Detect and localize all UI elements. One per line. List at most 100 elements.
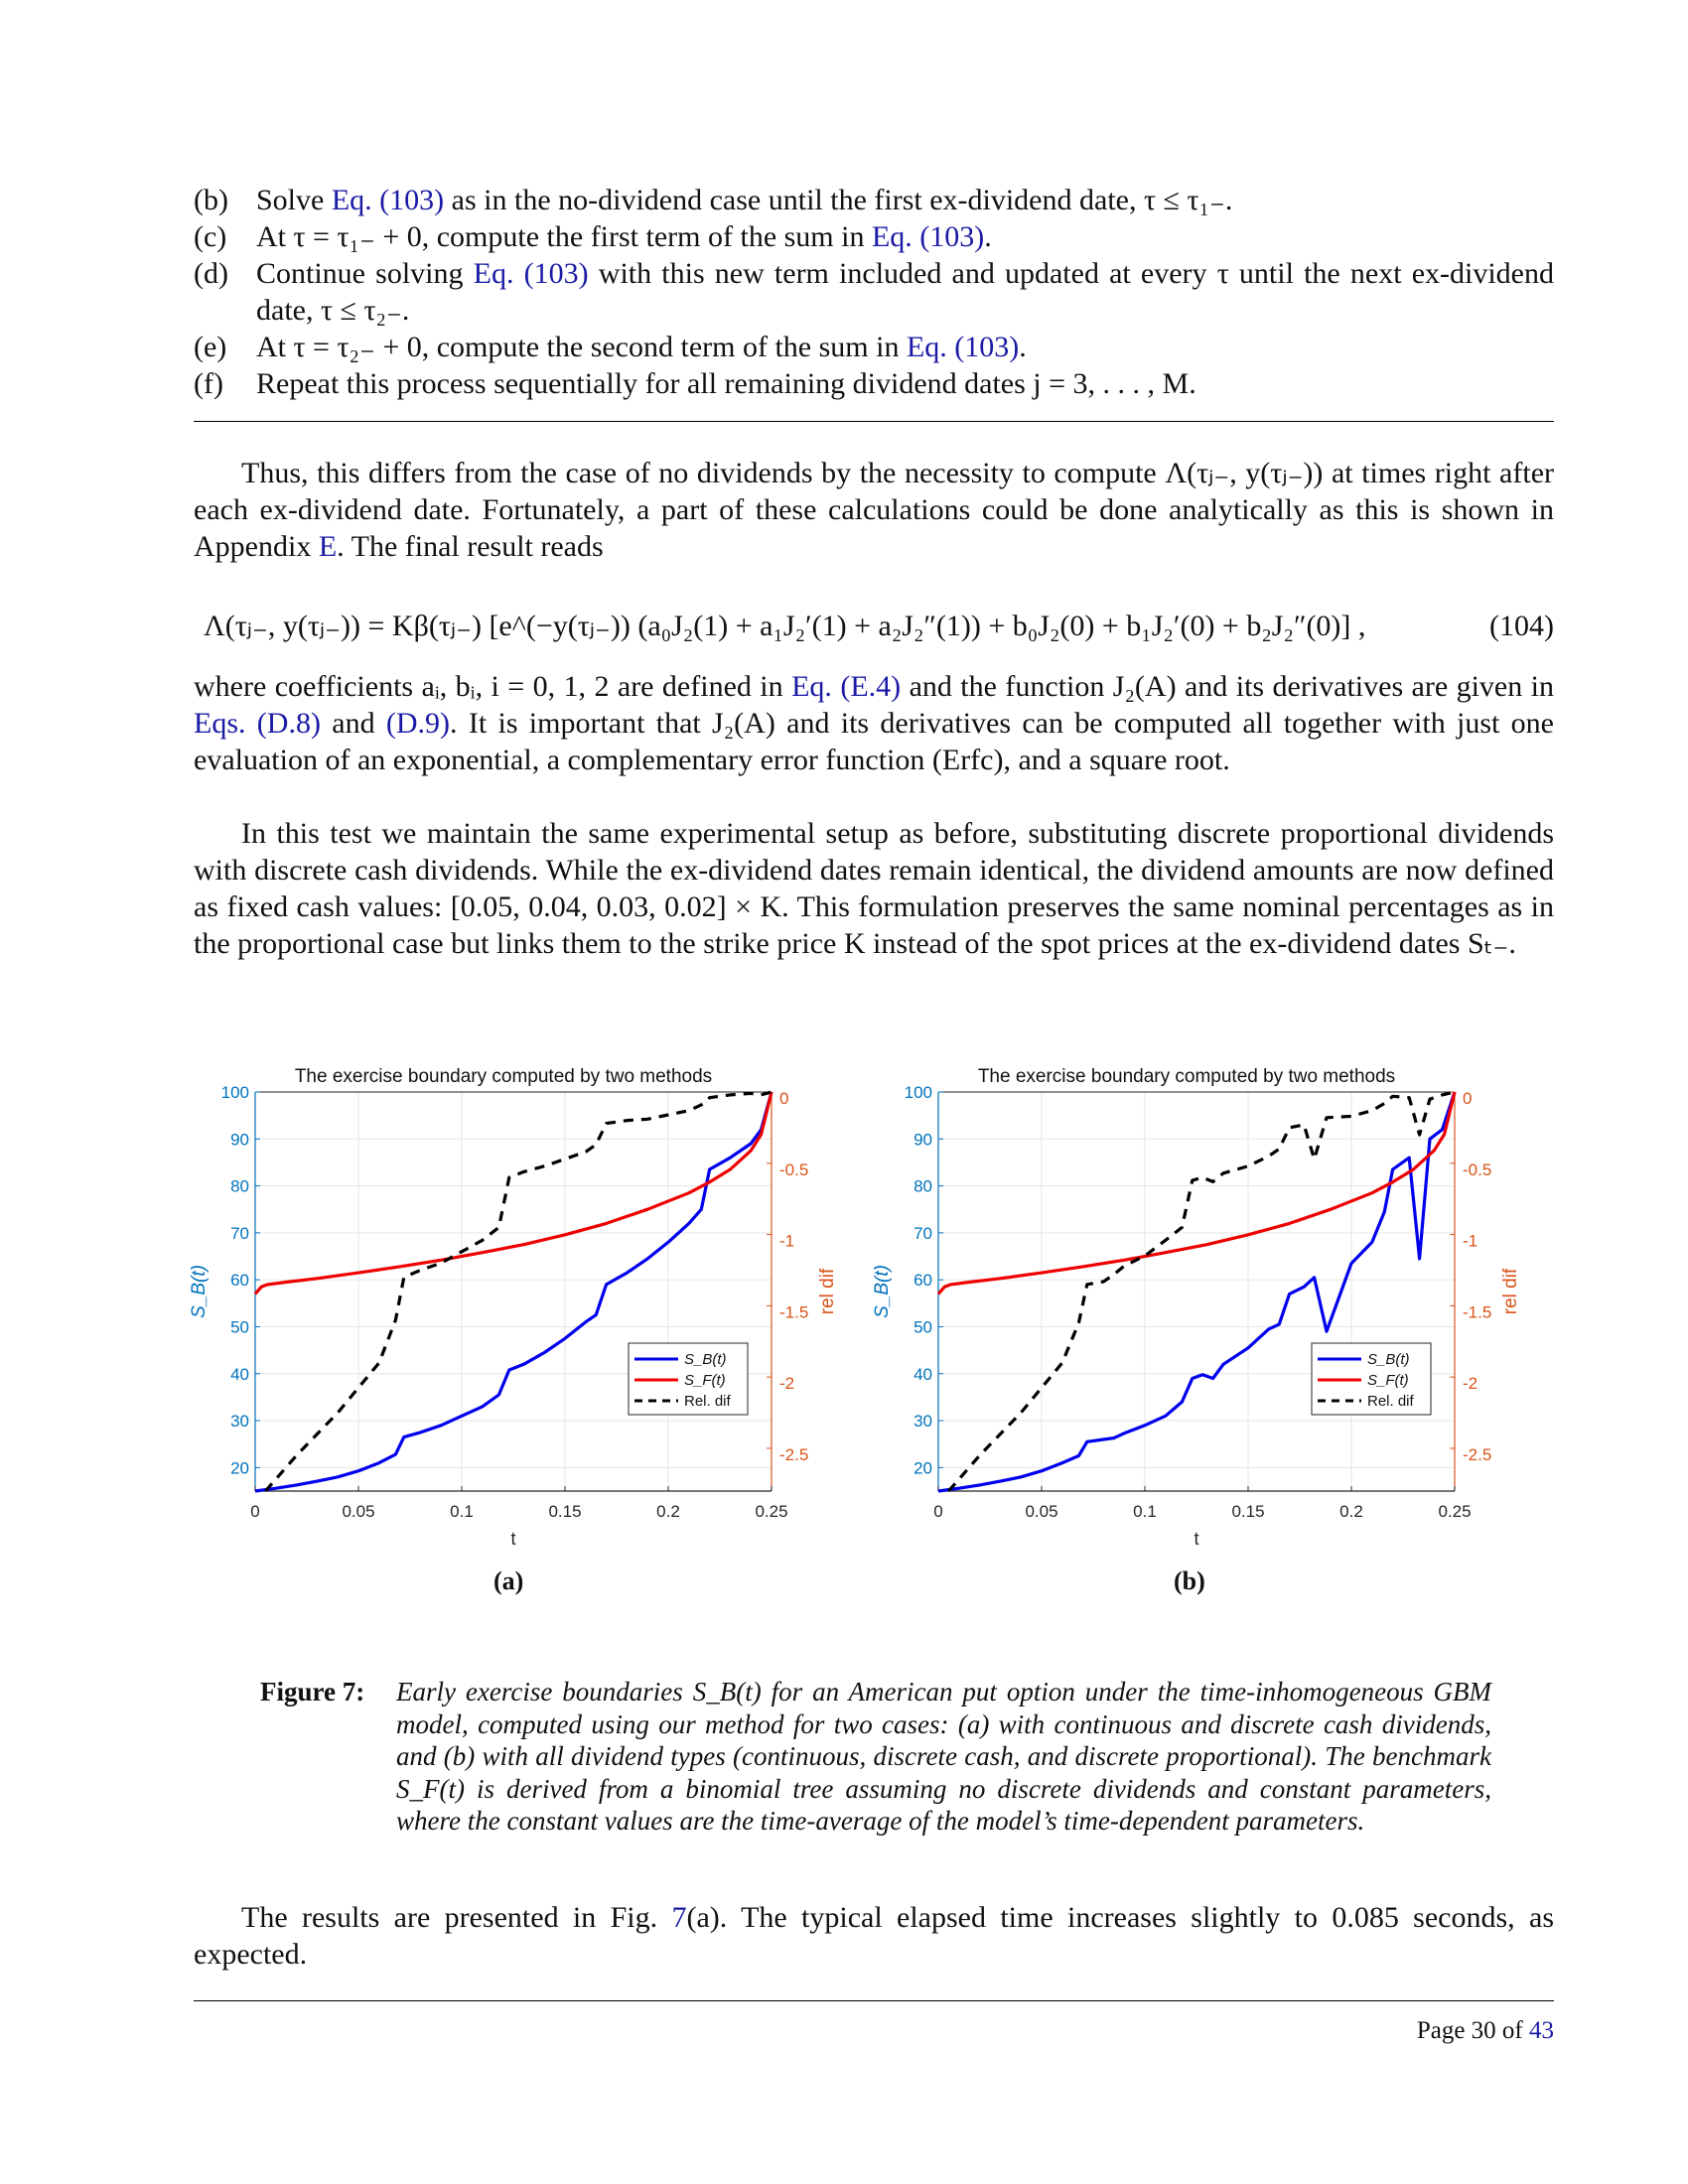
x-tick-label: 0 <box>933 1502 942 1521</box>
step-body: At τ = τ₁₋ + 0, compute the first term o… <box>256 218 1554 255</box>
step-text: Continue solving <box>256 257 474 290</box>
rel-dif-series-line <box>264 1090 773 1493</box>
para-text: and the function J₂(A) and its derivativ… <box>901 670 1554 703</box>
y-tick-label: 20 <box>230 1458 249 1477</box>
y2-tick-label: -2 <box>779 1374 794 1393</box>
eq-link[interactable]: Eq. (E.4) <box>791 670 902 703</box>
eq-link[interactable]: Eq. (103) <box>331 184 445 216</box>
step-item: (b) Solve Eq. (103) as in the no-dividen… <box>194 182 1554 218</box>
caption-label: Figure 7: <box>260 1677 365 1706</box>
step-text: At τ = τ₁₋ + 0, compute the first term o… <box>256 220 872 253</box>
y-tick-label: 60 <box>914 1271 932 1290</box>
step-item: (c) At τ = τ₁₋ + 0, compute the first te… <box>194 218 1554 255</box>
subfigure-label-b: (b) <box>1174 1567 1205 1595</box>
page-number-text: Page 30 of <box>1416 2017 1529 2044</box>
step-body: Solve Eq. (103) as in the no-dividend ca… <box>256 182 1554 218</box>
para-text: (a). The typical elapsed time increases … <box>194 1901 1554 1971</box>
y-tick-label: 30 <box>230 1412 249 1431</box>
eq-link[interactable]: Eq. (103) <box>871 220 985 253</box>
y-tick-label: 20 <box>914 1458 932 1477</box>
y-tick-label: 80 <box>914 1177 932 1196</box>
y2-tick-label: -2.5 <box>1463 1445 1491 1464</box>
step-label: (f) <box>194 367 223 400</box>
section-rule <box>194 421 1554 422</box>
y2-axis-label: rel dif <box>1500 1268 1521 1314</box>
step-label: (c) <box>194 220 227 253</box>
paragraph-1: Thus, this differs from the case of no d… <box>194 455 1554 565</box>
y-tick-label: 90 <box>914 1130 932 1149</box>
y-tick-label: 30 <box>914 1412 932 1431</box>
y2-tick-label: 0 <box>779 1089 788 1108</box>
y-tick-label: 40 <box>230 1365 249 1384</box>
y2-tick-label: -0.5 <box>779 1160 808 1179</box>
y-tick-label: 80 <box>230 1177 249 1196</box>
step-text: as in the no-dividend case until the fir… <box>444 184 1233 216</box>
y-axis-label: S_B(t) <box>872 1265 893 1318</box>
y2-tick-label: -1 <box>779 1232 794 1251</box>
legend-label: Rel. dif <box>684 1393 732 1410</box>
eq-link[interactable]: Eqs. (D.8) <box>194 707 321 740</box>
x-tick-label: 0.15 <box>548 1502 581 1521</box>
step-item: (f) Repeat this process sequentially for… <box>194 365 1554 402</box>
chart-title: The exercise boundary computed by two me… <box>295 1066 712 1087</box>
para-text: The results are presented in Fig. <box>241 1901 672 1934</box>
total-pages-link[interactable]: 43 <box>1529 2017 1554 2044</box>
y-tick-label: 70 <box>914 1224 932 1243</box>
page-footer: Page 30 of 43 <box>1417 2017 1554 2045</box>
y-tick-label: 90 <box>230 1130 249 1149</box>
chart-a: 0 0.05 0.1 0.15 0.2 0.25 20 30 40 50 60 70 80 90 100 0 -… <box>189 1066 838 1549</box>
x-tick-label: 0.2 <box>656 1502 680 1521</box>
subfigure-label-a: (a) <box>493 1567 524 1595</box>
equation-104: Λ(τⱼ₋, y(τⱼ₋)) = Kβ(τⱼ₋) [e^(−y(τⱼ₋)) (a… <box>204 608 1554 644</box>
y-tick-label: 50 <box>914 1317 932 1336</box>
step-text: At τ = τ₂₋ + 0, compute the second term … <box>256 331 907 363</box>
eq-link[interactable]: (D.9) <box>385 707 451 740</box>
chart-b: 0 0.05 0.1 0.15 0.2 0.25 20 30 40 50 60 70 80 90 100 0 -… <box>872 1066 1521 1549</box>
para-text: . The final result reads <box>337 530 604 563</box>
step-item: (e) At τ = τ₂₋ + 0, compute the second t… <box>194 329 1554 365</box>
legend-label: S_B(t) <box>1367 1351 1410 1368</box>
step-label: (b) <box>194 184 228 216</box>
y-tick-label: 70 <box>230 1224 249 1243</box>
x-tick-label: 0.25 <box>755 1502 787 1521</box>
y2-tick-label: -2.5 <box>779 1445 808 1464</box>
step-label: (d) <box>194 257 228 290</box>
paragraph-2: where coefficients aᵢ, bᵢ, i = 0, 1, 2 a… <box>194 668 1554 778</box>
equation-number: (104) <box>1489 610 1554 642</box>
y2-tick-label: -2 <box>1463 1374 1477 1393</box>
y2-tick-label: -1 <box>1463 1232 1477 1251</box>
legend-label: Rel. dif <box>1367 1393 1415 1410</box>
x-tick-label: 0 <box>250 1502 259 1521</box>
y2-axis-label: rel dif <box>817 1268 838 1314</box>
x-tick-label: 0.1 <box>1133 1502 1157 1521</box>
legend-label: S_F(t) <box>684 1372 726 1389</box>
appendix-link[interactable]: E <box>318 530 338 563</box>
footer-rule <box>194 2000 1554 2001</box>
y-tick-label: 40 <box>914 1365 932 1384</box>
figure-link[interactable]: 7 <box>671 1901 687 1934</box>
sb-series-line <box>254 1091 774 1493</box>
x-tick-label: 0.05 <box>1025 1502 1057 1521</box>
eq-link[interactable]: Eq. (103) <box>906 331 1020 363</box>
algorithm-steps: (b) Solve Eq. (103) as in the no-dividen… <box>194 182 1554 402</box>
step-label: (e) <box>194 331 227 363</box>
y2-tick-label: -1.5 <box>779 1302 808 1321</box>
caption-text: Early exercise boundaries S_B(t) for an … <box>396 1677 1491 1836</box>
y-axis-label: S_B(t) <box>189 1265 210 1318</box>
y2-tick-label: -0.5 <box>1463 1160 1491 1179</box>
step-text: with this new term included and updated … <box>256 257 1554 327</box>
y-tick-label: 60 <box>230 1271 249 1290</box>
x-tick-label: 0.2 <box>1339 1502 1363 1521</box>
x-axis-label: t <box>1194 1529 1198 1549</box>
figure-caption: Figure 7: Early exercise boundaries S_B(… <box>260 1676 1491 1838</box>
y-tick-label: 100 <box>905 1083 932 1102</box>
eq-link[interactable]: Eq. (103) <box>473 257 589 290</box>
legend-label: S_F(t) <box>1367 1372 1409 1389</box>
step-text: Repeat this process sequentially for all… <box>256 367 1196 400</box>
para-text: and <box>320 707 386 740</box>
chart-title: The exercise boundary computed by two me… <box>978 1066 1395 1087</box>
y2-tick-label: -1.5 <box>1463 1302 1491 1321</box>
step-text: . <box>1019 331 1027 363</box>
sf-series-line <box>253 1091 774 1296</box>
